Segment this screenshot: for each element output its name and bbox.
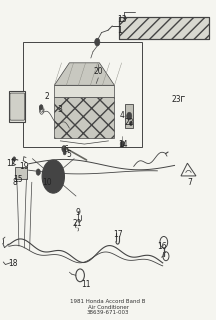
Text: 8: 8 [12,178,17,187]
Text: 2: 2 [44,92,49,101]
Text: 7: 7 [187,178,192,187]
Circle shape [63,150,66,155]
Text: 4: 4 [119,111,124,120]
Text: 3: 3 [57,105,62,114]
Text: 12: 12 [6,159,16,168]
Circle shape [127,112,132,120]
Text: 1: 1 [118,26,122,35]
Text: 13: 13 [117,15,127,24]
Circle shape [95,38,100,46]
Bar [119,17,209,39]
Text: 23: 23 [172,95,181,104]
Text: 6: 6 [64,145,69,154]
Circle shape [50,172,57,181]
Text: 22: 22 [125,118,134,127]
Circle shape [39,105,43,110]
Text: 16: 16 [157,242,167,251]
Text: 14: 14 [118,140,128,149]
Bar [119,17,209,39]
Text: 17: 17 [113,230,122,239]
Text: 5: 5 [66,150,71,159]
Circle shape [42,160,64,193]
Circle shape [96,70,101,78]
Text: 20: 20 [94,67,103,76]
Circle shape [46,166,60,187]
Circle shape [36,169,40,175]
FancyBboxPatch shape [10,93,25,120]
Bar [54,97,114,138]
Circle shape [62,146,66,152]
Text: 1981 Honda Accord Band B
Air Conditioner
38639-671-003: 1981 Honda Accord Band B Air Conditioner… [70,299,146,316]
Text: 18: 18 [8,259,17,268]
Text: 19: 19 [19,162,29,171]
Text: 21: 21 [72,219,82,228]
Circle shape [13,157,16,161]
Circle shape [129,121,132,125]
Circle shape [120,141,125,147]
Bar [54,85,114,97]
Text: 9: 9 [76,208,80,217]
Bar [23,42,142,147]
Bar [9,92,25,122]
Bar [15,167,27,179]
Text: 11: 11 [81,280,90,289]
Polygon shape [54,63,114,85]
Bar [125,104,133,128]
Text: 10: 10 [42,178,52,187]
Text: 15: 15 [13,175,23,184]
